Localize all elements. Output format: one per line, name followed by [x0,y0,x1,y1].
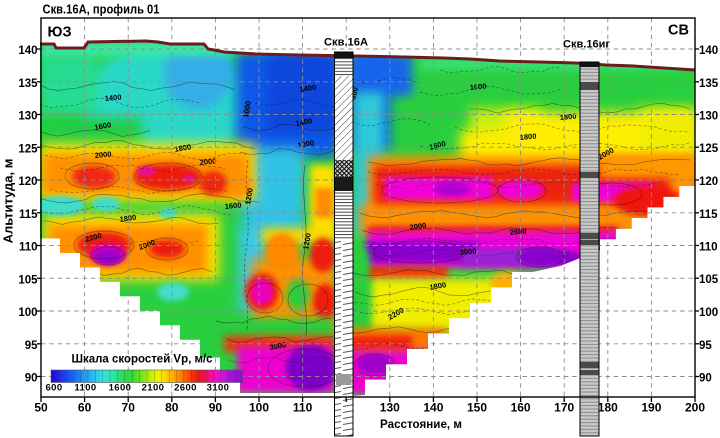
svg-text:Расстояние, м: Расстояние, м [380,419,462,431]
svg-text:1800: 1800 [429,280,447,292]
svg-text:50: 50 [34,401,48,415]
svg-text:140: 140 [423,401,443,415]
svg-text:2000: 2000 [409,221,427,232]
svg-text:1800: 1800 [174,142,192,154]
svg-text:150: 150 [467,401,487,415]
svg-text:100: 100 [699,307,718,319]
svg-text:1000: 1000 [241,100,253,118]
svg-text:1600: 1600 [469,82,486,92]
svg-text:1200: 1200 [301,232,313,250]
svg-text:115: 115 [19,209,38,221]
svg-text:130: 130 [699,111,718,123]
svg-text:160: 160 [511,401,531,415]
svg-text:125: 125 [699,143,719,155]
svg-text:135: 135 [18,78,38,90]
svg-text:СВ: СВ [668,23,689,39]
svg-text:90: 90 [209,401,223,415]
svg-text:95: 95 [25,340,38,352]
svg-text:1600: 1600 [224,201,241,211]
svg-text:140: 140 [18,45,37,57]
svg-text:3000: 3000 [459,247,476,257]
svg-text:110: 110 [293,401,313,415]
svg-text:1400: 1400 [104,93,121,103]
svg-text:180: 180 [598,401,618,415]
svg-text:1200: 1200 [243,187,255,205]
svg-text:1400: 1400 [299,83,317,94]
svg-text:200: 200 [685,401,705,415]
svg-text:130: 130 [380,401,400,415]
svg-text:Альтитуда, м: Альтитуда, м [1,159,16,244]
svg-text:120: 120 [18,176,37,188]
svg-text:190: 190 [641,401,661,415]
svg-text:170: 170 [554,401,574,415]
svg-text:Скв.16иг: Скв.16иг [563,39,610,51]
svg-text:90: 90 [25,373,38,385]
svg-text:1600: 1600 [428,139,446,152]
svg-text:1000: 1000 [297,138,315,150]
svg-text:135: 135 [699,78,719,90]
svg-text:2000: 2000 [94,150,111,160]
svg-text:1600: 1600 [109,383,132,394]
svg-text:1600: 1600 [94,120,112,132]
svg-text:3000: 3000 [269,340,287,352]
svg-text:2600: 2600 [509,227,526,237]
svg-text:90: 90 [699,373,712,385]
svg-text:1800: 1800 [559,112,576,122]
svg-text:105: 105 [18,274,38,286]
svg-text:1800: 1800 [519,132,536,142]
svg-text:105: 105 [699,274,719,286]
svg-text:120: 120 [699,176,718,188]
svg-text:1100: 1100 [74,383,96,394]
svg-text:125: 125 [18,143,38,155]
svg-text:1400: 1400 [295,116,313,128]
svg-text:130: 130 [18,111,37,123]
svg-text:Скв.16А, профиль 01: Скв.16А, профиль 01 [43,3,160,17]
svg-text:600: 600 [45,383,62,394]
svg-text:60: 60 [78,401,92,415]
svg-text:70: 70 [122,401,136,415]
svg-text:95: 95 [699,340,712,352]
svg-text:2000: 2000 [199,157,216,167]
svg-text:115: 115 [699,209,718,221]
svg-text:ЮЗ: ЮЗ [48,25,72,41]
svg-text:100: 100 [18,307,37,319]
svg-text:140: 140 [699,45,718,57]
svg-text:110: 110 [19,242,38,254]
svg-text:80: 80 [165,401,179,415]
svg-text:Скв.16А: Скв.16А [324,37,368,49]
svg-text:2100: 2100 [142,383,165,394]
svg-text:Шкала скоростей Vp, м/с: Шкала скоростей Vp, м/с [72,352,213,366]
svg-text:800: 800 [348,86,360,100]
svg-text:2200: 2200 [84,231,102,244]
svg-text:110: 110 [699,242,718,254]
svg-text:3100: 3100 [207,383,230,394]
svg-text:100: 100 [249,401,269,415]
svg-text:2600: 2600 [174,383,197,394]
